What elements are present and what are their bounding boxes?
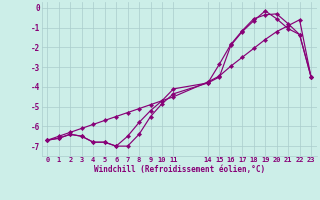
- X-axis label: Windchill (Refroidissement éolien,°C): Windchill (Refroidissement éolien,°C): [94, 165, 265, 174]
